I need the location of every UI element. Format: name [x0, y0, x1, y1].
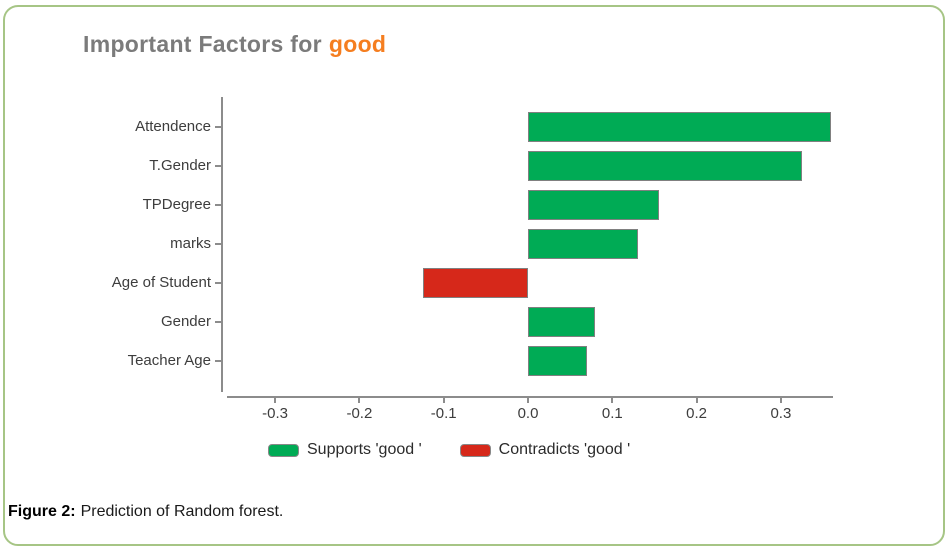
chart-title-highlight: good	[328, 31, 387, 57]
legend-item-supports: Supports 'good '	[268, 441, 422, 459]
figure-caption-label: Figure 2:	[8, 503, 76, 520]
legend-item-contradicts: Contradicts 'good '	[459, 441, 631, 459]
chart-title: Important Factors for good	[83, 31, 386, 58]
legend-swatch-contradicts	[459, 443, 491, 457]
chart-legend: Supports 'good ' Contradicts 'good '	[268, 441, 630, 459]
chart-title-prefix: Important Factors for	[83, 31, 322, 57]
figure-caption: Figure 2: Prediction of Random forest.	[8, 502, 283, 522]
figure-panel	[3, 5, 945, 546]
figure-caption-text: Prediction of Random forest.	[80, 503, 284, 520]
legend-label-contradicts: Contradicts 'good '	[498, 441, 631, 458]
legend-swatch-supports	[268, 443, 299, 457]
legend-label-supports: Supports 'good '	[307, 441, 422, 458]
